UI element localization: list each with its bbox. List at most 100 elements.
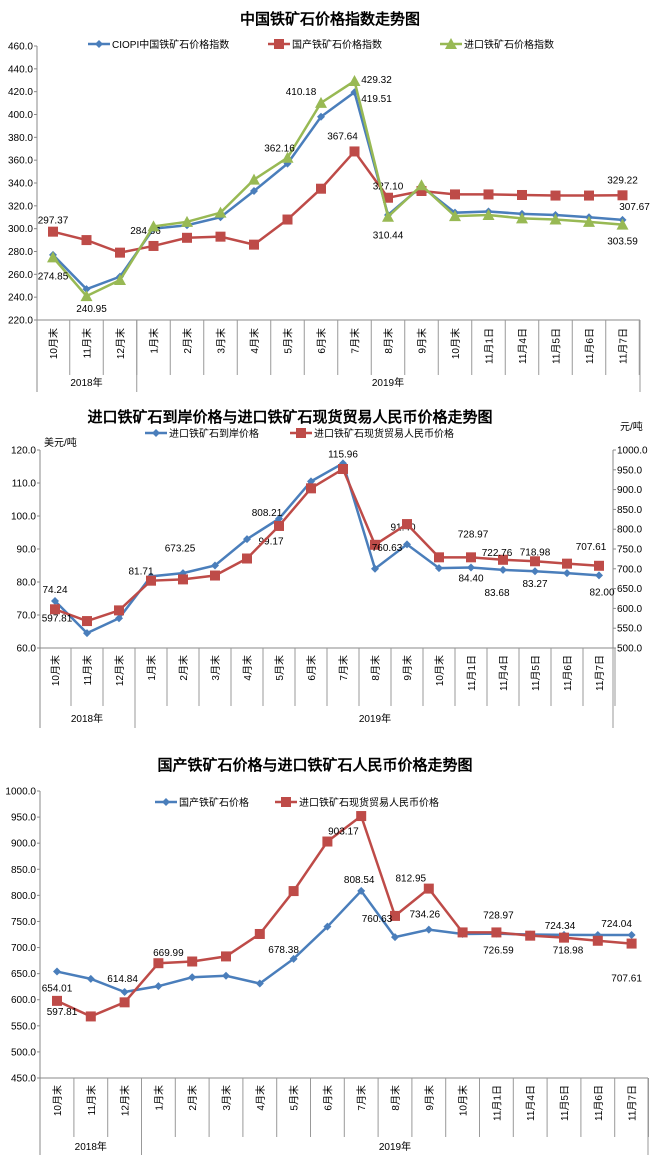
x-tick-label: 11月5日 bbox=[530, 655, 542, 691]
x-tick-label: 11月4日 bbox=[525, 1085, 537, 1121]
data-point-square bbox=[559, 932, 569, 943]
data-point-square bbox=[148, 240, 159, 251]
x-group-label: 2018年 bbox=[71, 712, 103, 725]
y-tick-label: 500.0 bbox=[11, 1047, 36, 1058]
x-tick-label: 11月1日 bbox=[484, 328, 496, 364]
data-point-triangle bbox=[348, 75, 361, 87]
data-point-square bbox=[115, 247, 125, 258]
x-tick-label: 4月末 bbox=[248, 328, 261, 354]
x-group-label: 2018年 bbox=[70, 376, 102, 389]
data-label: 678.38 bbox=[268, 945, 299, 956]
x-tick-label: 10月末 bbox=[433, 655, 446, 686]
data-point-square bbox=[81, 235, 92, 246]
data-point-triangle bbox=[80, 290, 93, 302]
data-point-square bbox=[483, 189, 494, 200]
chart-2: 进口铁矿石到岸价格与进口铁矿石现货贸易人民币价格走势图 60.0 70.0 80.0 9… bbox=[11, 408, 648, 728]
y-tick-label: 600.0 bbox=[11, 995, 36, 1006]
x-tick-label: 8月末 bbox=[369, 655, 382, 681]
chart-title: 国产铁矿石价格与进口铁矿石人民币价格走势图 bbox=[157, 756, 472, 774]
data-label: 327.10 bbox=[373, 182, 404, 193]
legend-entry: 进口铁矿石价格指数 bbox=[464, 38, 554, 51]
x-tick-label: 7月末 bbox=[337, 655, 350, 681]
legend-entry: 国产铁矿石价格指数 bbox=[292, 38, 382, 51]
y-tick-label: 300.0 bbox=[8, 224, 33, 235]
y-tick-label: 420.0 bbox=[8, 87, 33, 98]
data-point-square bbox=[517, 189, 527, 200]
data-point-square bbox=[390, 910, 400, 921]
data-point-diamond bbox=[275, 514, 283, 523]
y-tick-label: 320.0 bbox=[8, 201, 33, 212]
data-point-square bbox=[221, 951, 231, 962]
data-point-diamond bbox=[51, 597, 59, 606]
data-point-triangle bbox=[248, 173, 260, 185]
data-label: 307.67 bbox=[619, 202, 650, 213]
data-point-triangle bbox=[214, 206, 227, 218]
y-right-tick-label: 950.0 bbox=[617, 465, 642, 476]
y-right-tick-label: 600.0 bbox=[617, 604, 642, 615]
data-point-square bbox=[349, 146, 360, 157]
series-line bbox=[52, 79, 623, 298]
data-point-square bbox=[423, 883, 434, 894]
data-point-diamond bbox=[371, 564, 379, 573]
data-label: 83.68 bbox=[484, 588, 509, 599]
y-right-tick-label: 800.0 bbox=[617, 525, 642, 536]
data-point-diamond bbox=[317, 112, 325, 121]
data-point-triangle bbox=[583, 215, 595, 227]
data-label: 654.01 bbox=[42, 984, 73, 995]
data-point-square bbox=[584, 190, 594, 201]
data-point-square bbox=[356, 811, 367, 822]
data-point-square bbox=[52, 995, 62, 1006]
x-tick-label: 11月1日 bbox=[466, 655, 478, 691]
x-tick-label: 1月末 bbox=[148, 328, 161, 354]
x-tick-label: 5月末 bbox=[288, 1085, 301, 1111]
y-tick-label: 440.0 bbox=[8, 64, 33, 75]
x-group-label: 2019年 bbox=[379, 1140, 411, 1153]
x-tick-label: 3月末 bbox=[209, 655, 222, 681]
data-label: 724.34 bbox=[545, 921, 576, 932]
series-2: 297.37 284.86 367.64 327.10 329.22 bbox=[38, 131, 638, 258]
data-label: 760.63 bbox=[362, 914, 393, 925]
x-tick-label: 10月末 bbox=[449, 328, 462, 359]
y-right-tick-label: 550.0 bbox=[617, 624, 642, 635]
data-point-diamond bbox=[222, 971, 230, 980]
x-tick-label: 11月末 bbox=[81, 655, 94, 685]
x-tick-label: 11月4日 bbox=[517, 328, 529, 364]
y-tick-label: 450.0 bbox=[11, 1074, 36, 1085]
y-tick-label: 80.0 bbox=[17, 578, 37, 589]
x-tick-label: 8月末 bbox=[382, 328, 395, 354]
data-point-square bbox=[530, 556, 540, 567]
legend-marker-square-icon bbox=[274, 39, 284, 49]
data-label: 718.98 bbox=[520, 547, 551, 558]
data-point-diamond bbox=[82, 285, 91, 294]
data-label: 367.64 bbox=[327, 131, 358, 142]
chart-title: 进口铁矿石到岸价格与进口铁矿石现货贸易人民币价格走势图 bbox=[87, 408, 492, 426]
series-1: 419.51 307.67 bbox=[49, 88, 650, 294]
series-line bbox=[52, 149, 623, 254]
x-tick-label: 12月末 bbox=[119, 1085, 132, 1116]
x-tick-label: 2月末 bbox=[181, 328, 194, 354]
y-tick-label: 260.0 bbox=[8, 270, 33, 281]
data-label: 82.00 bbox=[589, 587, 614, 598]
x-group-label: 2019年 bbox=[359, 712, 391, 725]
data-point-diamond bbox=[243, 535, 251, 544]
x-tick-label: 12月末 bbox=[114, 328, 127, 359]
data-point-square bbox=[274, 520, 284, 531]
data-label: 760.63 bbox=[372, 543, 403, 554]
data-point-diamond bbox=[627, 931, 636, 940]
data-point-square bbox=[178, 574, 188, 585]
data-point-diamond bbox=[595, 571, 603, 580]
data-point-square bbox=[338, 464, 348, 475]
data-label: 303.59 bbox=[607, 237, 638, 248]
legend-entry: CIOPI中国铁矿石价格指数 bbox=[112, 38, 229, 51]
y-axis-right-label: 元/吨 bbox=[620, 420, 643, 433]
data-point-diamond bbox=[255, 979, 264, 988]
data-point-square bbox=[594, 560, 604, 571]
y-tick-label: 100.0 bbox=[11, 512, 36, 523]
data-label: 83.27 bbox=[522, 579, 547, 590]
y-right-tick-label: 650.0 bbox=[617, 584, 642, 595]
x-tick-label: 11月7日 bbox=[618, 328, 630, 364]
data-point-diamond bbox=[563, 569, 571, 578]
data-point-triangle bbox=[281, 151, 294, 163]
x-tick-label: 1月末 bbox=[152, 1085, 165, 1111]
x-tick-label: 11月末 bbox=[81, 328, 94, 358]
